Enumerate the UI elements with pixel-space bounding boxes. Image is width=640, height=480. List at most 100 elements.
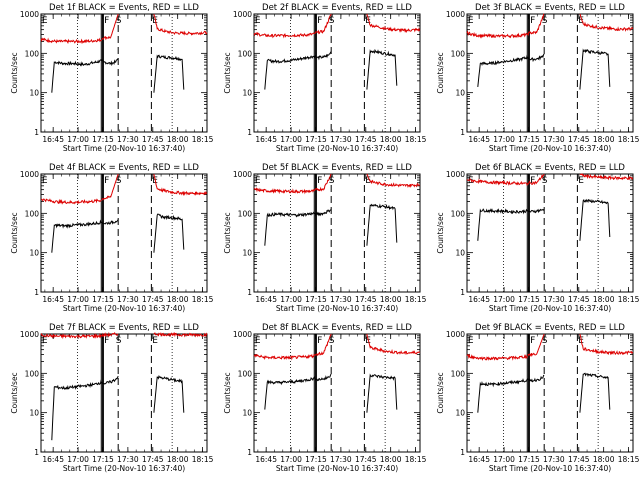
y-tick-label: 1: [460, 448, 465, 457]
y-tick-label: 1: [34, 288, 39, 297]
x-tick-label: 17:15: [518, 455, 540, 464]
plot-frame: [40, 13, 208, 133]
y-tick-label: 1000: [446, 10, 465, 19]
y-tick-label: 1000: [446, 170, 465, 179]
y-axis-label: Counts/sec: [436, 52, 445, 93]
y-tick-label: 100: [451, 369, 466, 378]
lld-series-line: [314, 333, 332, 357]
events-series-line: [264, 373, 332, 410]
y-tick-label: 100: [238, 49, 253, 58]
chart-panel-2: Det 2f BLACK = Events, RED = LLD 1 10 100 10…: [223, 3, 427, 153]
x-tick-label: 17:30: [543, 295, 565, 304]
events-series-line: [153, 375, 185, 413]
events-series-line: [51, 57, 119, 93]
lld-series-line: [314, 13, 332, 35]
events-series-line: [366, 48, 398, 90]
marker-label: F: [104, 176, 109, 186]
y-axis-label: Counts/sec: [223, 372, 232, 413]
x-tick-label: 16:45: [42, 455, 64, 464]
x-axis-label: Start Time (20-Nov-10 16:37:40): [489, 304, 611, 313]
x-tick-label: 18:00: [380, 455, 402, 464]
x-axis-label: Start Time (20-Nov-10 16:37:40): [63, 144, 185, 153]
x-tick-label: 18:00: [380, 135, 402, 144]
events-series-line: [264, 208, 332, 246]
chart-panel-5: Det 5f BLACK = Events, RED = LLD 1 10 100 10…: [223, 163, 427, 313]
x-tick-label: 17:15: [305, 455, 327, 464]
x-axis-label: Start Time (20-Nov-10 16:37:40): [63, 304, 185, 313]
y-tick-label: 1: [247, 448, 252, 457]
y-tick-label: 10: [242, 249, 252, 258]
lld-series-line: [153, 13, 208, 36]
x-tick-label: 17:45: [355, 295, 377, 304]
chart-panel-1: Det 1f BLACK = Events, RED = LLD 1 10 100 10…: [10, 3, 214, 153]
lld-series-line: [40, 198, 102, 205]
chart-panel-6: Det 6f BLACK = Events, RED = LLD 1 10 100 10…: [436, 163, 640, 313]
lld-series-line: [40, 332, 102, 340]
x-tick-label: 17:15: [92, 295, 114, 304]
plot-frame: [40, 173, 208, 293]
lld-series-line: [366, 13, 421, 33]
x-tick-label: 16:45: [255, 295, 277, 304]
events-series-line: [477, 53, 545, 87]
x-tick-label: 17:30: [117, 135, 139, 144]
plot-frame: [253, 173, 421, 293]
x-tick-label: 17:30: [117, 455, 139, 464]
x-tick-label: 17:00: [67, 295, 89, 304]
y-axis-label: Counts/sec: [10, 52, 19, 93]
x-tick-label: 17:15: [518, 135, 540, 144]
x-tick-label: 18:15: [192, 295, 214, 304]
x-tick-label: 17:45: [568, 295, 590, 304]
panels: Det 1f BLACK = Events, RED = LLD 1 10 100 10…: [10, 3, 640, 473]
y-axis-label: Counts/sec: [223, 52, 232, 93]
x-tick-label: 17:30: [543, 135, 565, 144]
x-tick-label: 18:15: [192, 135, 214, 144]
events-series-line: [153, 213, 185, 253]
marker-label: E: [468, 16, 474, 26]
chart-panel-4: Det 4f BLACK = Events, RED = LLD 1 10 100 10…: [10, 163, 214, 313]
chart-panel-7: Det 7f BLACK = Events, RED = LLD 1 10 100 10…: [10, 323, 214, 473]
x-tick-label: 17:30: [330, 135, 352, 144]
marker-label: F: [104, 16, 109, 26]
chart-panel-9: Det 9f BLACK = Events, RED = LLD 1 10 100 10…: [436, 323, 640, 473]
marker-label: E: [255, 16, 261, 26]
y-tick-label: 10: [455, 89, 465, 98]
marker-label: E: [578, 16, 584, 26]
marker-label: S: [542, 176, 548, 186]
panel-title: Det 6f BLACK = Events, RED = LLD: [475, 163, 625, 173]
y-tick-label: 1000: [233, 10, 252, 19]
x-tick-label: 17:00: [493, 455, 515, 464]
x-tick-label: 17:15: [92, 455, 114, 464]
plot-frame: [253, 333, 421, 453]
x-axis-label: Start Time (20-Nov-10 16:37:40): [489, 144, 611, 153]
panel-title: Det 1f BLACK = Events, RED = LLD: [49, 3, 199, 13]
y-tick-label: 10: [29, 249, 39, 258]
marker-label: F: [317, 176, 322, 186]
events-series-line: [579, 48, 611, 90]
y-tick-label: 10: [242, 409, 252, 418]
events-series-line: [153, 54, 185, 93]
lld-series-line: [527, 13, 545, 37]
plot-frame: [466, 173, 634, 293]
y-tick-label: 1000: [20, 330, 39, 339]
events-series-line: [264, 51, 332, 90]
y-tick-label: 100: [25, 49, 40, 58]
panel-title: Det 2f BLACK = Events, RED = LLD: [262, 3, 412, 13]
y-axis-label: Counts/sec: [10, 212, 19, 253]
lld-series-line: [40, 37, 102, 45]
lld-series-line: [253, 31, 315, 39]
marker-label: F: [317, 16, 322, 26]
marker-label: S: [116, 176, 122, 186]
x-tick-label: 16:45: [468, 455, 490, 464]
marker-label: E: [578, 176, 584, 186]
y-axis-label: Counts/sec: [436, 372, 445, 413]
panel-title: Det 8f BLACK = Events, RED = LLD: [262, 323, 412, 333]
events-series-line: [579, 198, 611, 241]
y-tick-label: 1: [34, 448, 39, 457]
panel-title: Det 4f BLACK = Events, RED = LLD: [49, 163, 199, 173]
events-series-line: [477, 208, 545, 241]
lld-series-line: [253, 187, 316, 195]
marker-label: E: [255, 336, 261, 346]
marker-label: E: [42, 176, 48, 186]
y-axis-label: Counts/sec: [436, 212, 445, 253]
